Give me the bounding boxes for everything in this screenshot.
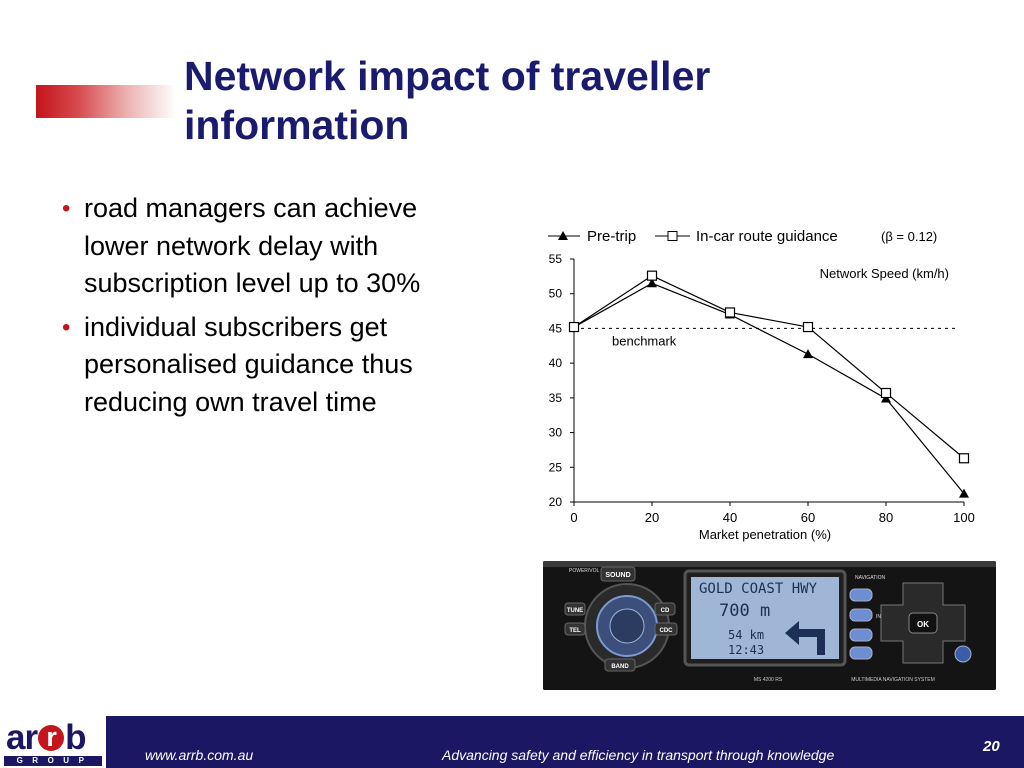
bullet-item: • road managers can achieve lower networ…: [62, 190, 422, 303]
bullet-list: • road managers can achieve lower networ…: [62, 190, 422, 427]
pre-trip-point: [803, 349, 813, 359]
x-tick-label: 40: [723, 510, 737, 525]
y-tick-label: 55: [549, 252, 563, 266]
x-tick-label: 0: [570, 510, 577, 525]
y-tick-label: 20: [549, 495, 563, 509]
y-tick-label: 40: [549, 356, 563, 370]
footer-url: www.arrb.com.au: [145, 747, 254, 763]
pre-trip-point: [959, 488, 969, 498]
x-tick-label: 80: [879, 510, 893, 525]
device-caption: MULTIMEDIA NAVIGATION SYSTEM: [851, 677, 935, 683]
legend-beta-note: (β = 0.12): [881, 229, 937, 244]
logo-wordmark: ar r b: [6, 718, 87, 757]
device-button-tune: TUNE: [567, 608, 583, 614]
y-tick-label: 25: [549, 460, 563, 474]
pre-trip-point: [647, 278, 657, 288]
legend-label-pre-trip: Pre-trip: [587, 228, 636, 245]
y-tick-label: 35: [549, 391, 563, 405]
bullet-dot-icon: •: [62, 195, 71, 222]
device-screen-time: 12:43: [728, 643, 764, 657]
bullet-dot-icon: •: [62, 313, 71, 341]
device-button-band: BAND: [611, 664, 629, 670]
network-speed-chart: 20 25 30 35 40 45 50 55 0 20 40 60 80 100 Market penet…: [548, 228, 975, 542]
x-axis-title: Market penetration (%): [699, 527, 831, 542]
arrb-logo: ar r b GROUP: [0, 716, 106, 768]
device-label-power: POWER/VOL: [569, 568, 600, 574]
series-line-in-car-guidance: [573, 274, 965, 459]
device-label-navigation: NAVIGATION: [855, 575, 885, 581]
device-screen-road: GOLD COAST HWY: [699, 581, 818, 597]
y-tick-label: 30: [549, 426, 563, 440]
device-button-cd: CD: [661, 608, 670, 614]
x-tick-label: 60: [801, 510, 815, 525]
device-screen-distance: 700 m: [719, 601, 770, 621]
bullet-item: • individual subscribers get personalise…: [62, 309, 422, 422]
device-button-cdc: CDC: [660, 628, 674, 634]
footer-bar: ar r b GROUP www.arrb.com.au Advancing saf…: [0, 716, 1024, 768]
y-tick-label: 50: [549, 287, 563, 301]
turn-arrow-icon: [785, 621, 825, 655]
device-button-ok: OK: [917, 620, 929, 629]
in-car-guidance-point: [724, 307, 736, 318]
y-tick-label: 45: [549, 321, 563, 335]
series-line-pre-trip: [573, 282, 965, 495]
slide-title: Network impact of traveller information: [184, 53, 711, 148]
legend-label-in-car-guidance: In-car route guidance: [696, 228, 838, 245]
x-tick-label: 100: [953, 510, 975, 525]
device-screen-speed: 54 km: [728, 628, 764, 642]
benchmark-label: benchmark: [612, 333, 677, 348]
legend-marker-pre-trip: [558, 231, 568, 240]
device-model: MS 4200 RS: [754, 677, 783, 683]
device-button-sound: SOUND: [605, 572, 630, 579]
in-car-guidance-point: [880, 387, 892, 399]
in-car-guidance-point: [646, 270, 658, 281]
logo-group-text: GROUP: [4, 756, 102, 766]
bullet-text: individual subscribers get personalised …: [84, 311, 413, 417]
page-number: 20: [983, 738, 1000, 755]
in-car-guidance-point: [958, 453, 970, 464]
footer-tagline: Advancing safety and efficiency in trans…: [442, 747, 835, 763]
x-tick-label: 20: [645, 510, 659, 525]
in-car-guidance-point: [568, 321, 580, 333]
legend-marker-in-car-guidance: [667, 231, 678, 241]
title-accent-bar: [36, 85, 176, 118]
bullet-text: road managers can achieve lower network …: [84, 193, 421, 298]
chart-annotation: Network Speed (km/h): [820, 266, 949, 281]
navigation-device-image: POWER/VOL SOUND TUNE CD TEL CDC BAND GOL…: [543, 561, 996, 690]
in-car-guidance-point: [802, 321, 814, 333]
device-button-tel: TEL: [569, 628, 581, 634]
